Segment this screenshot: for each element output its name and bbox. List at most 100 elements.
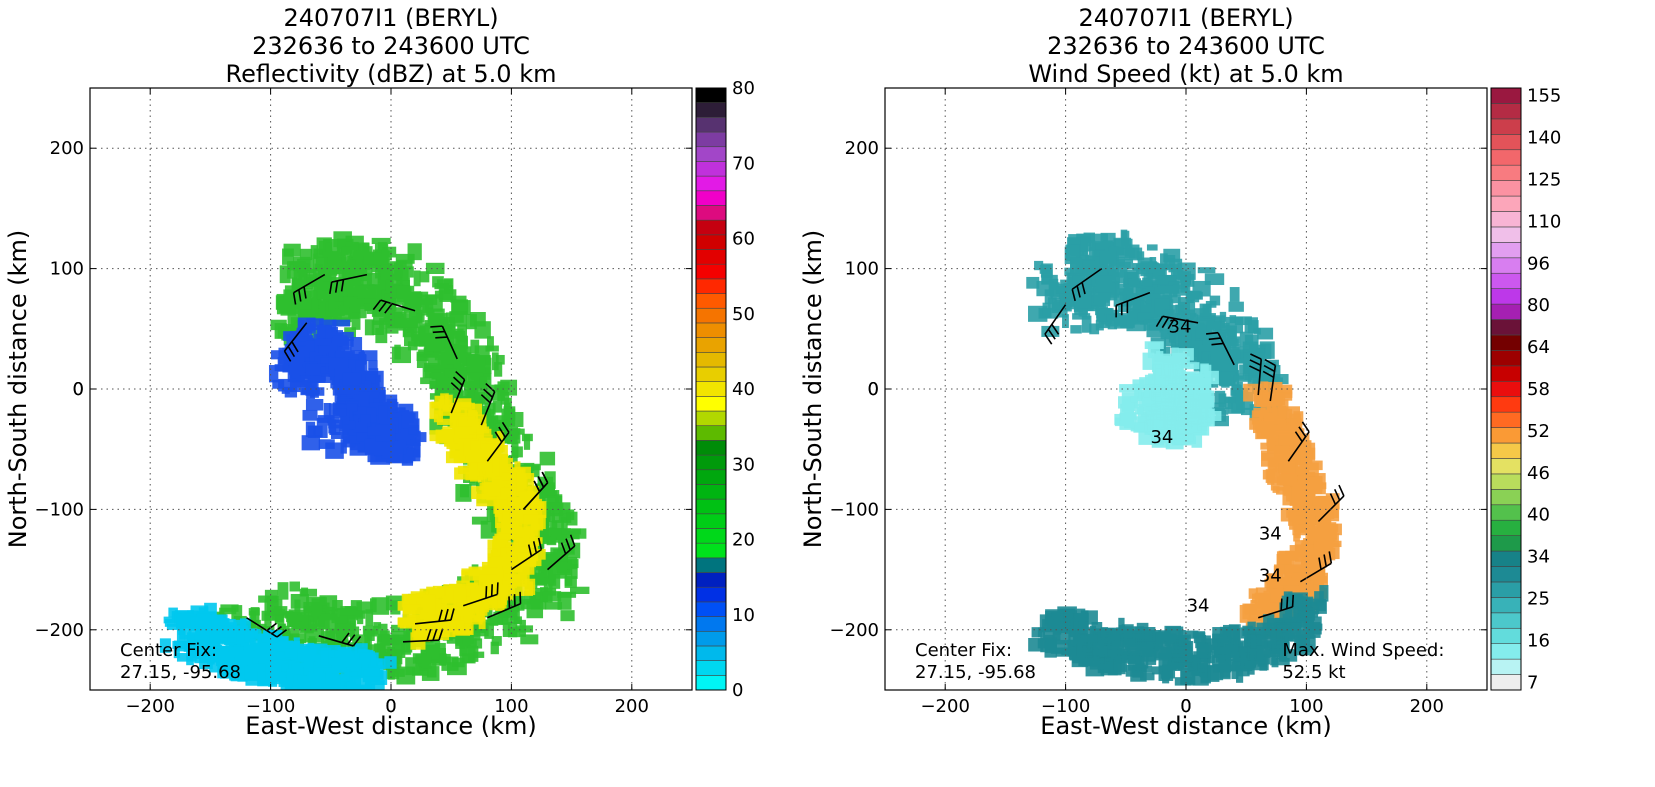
right-series-cell xyxy=(1219,311,1227,322)
left-barb-flag xyxy=(303,286,307,299)
right-series-cell xyxy=(1201,635,1211,644)
left-series-cell xyxy=(248,608,260,616)
left-series-cell xyxy=(458,346,466,363)
right-series-cell xyxy=(1142,352,1154,370)
left-series-cell xyxy=(364,438,375,454)
left-series-cell xyxy=(551,528,571,535)
left-series-cell xyxy=(340,606,357,616)
right-colorbar-cell xyxy=(1490,581,1522,598)
left-barb-flag xyxy=(287,345,296,358)
right-series-cell xyxy=(1157,275,1177,285)
left-series-cell xyxy=(453,599,471,607)
left-series-cell xyxy=(444,429,456,447)
right-barb-staff xyxy=(1044,304,1067,335)
left-series-cell xyxy=(375,327,388,344)
right-series-cell xyxy=(1175,646,1193,663)
right-series-cell xyxy=(1072,275,1083,285)
right-series-cell xyxy=(1083,627,1096,636)
right-series-cell xyxy=(1192,631,1206,638)
right-series-cell xyxy=(1163,309,1175,324)
left-colorbar-cell xyxy=(695,102,727,118)
right-series-cell xyxy=(1119,384,1139,393)
left-series-cell xyxy=(404,336,424,347)
right-colorbar-cell xyxy=(1490,103,1522,120)
right-barb-flag xyxy=(1338,484,1345,497)
left-series-cell xyxy=(514,523,523,538)
left-colorbar-cell xyxy=(695,586,727,603)
right-series-cell xyxy=(1213,402,1225,411)
right-series-cell xyxy=(1244,603,1265,615)
left-series-cell xyxy=(343,436,360,444)
left-series-cell xyxy=(541,553,557,566)
right-barb-flag xyxy=(1249,365,1261,372)
left-barb-flag xyxy=(334,280,339,293)
left-series-cell xyxy=(396,427,416,440)
left-series-cell xyxy=(500,487,517,498)
right-series-cell xyxy=(1100,657,1114,670)
right-series-cell xyxy=(1260,343,1272,360)
left-series-cell xyxy=(415,432,427,443)
left-series-cell xyxy=(261,610,277,621)
left-series-cell xyxy=(334,352,353,364)
right-plot-group: −200 −100 00 100 200−200−10000100200East-Wes… xyxy=(799,87,1488,740)
right-colorbar-tick-label: 46 xyxy=(1527,463,1550,484)
left-series-cell xyxy=(427,352,447,370)
left-series-cell xyxy=(332,319,351,327)
right-series-cell xyxy=(1220,634,1228,647)
left-series-cell xyxy=(442,317,456,329)
left-series-cell xyxy=(391,346,411,364)
left-colorbar: 0 10 20 30 40 50 60 70 80 xyxy=(695,78,755,701)
right-series-cell xyxy=(1291,486,1303,504)
left-colorbar-cell xyxy=(695,366,727,382)
left-series-cell xyxy=(178,627,186,635)
right-x-tick-label: 200 xyxy=(1410,696,1444,717)
left-colorbar-cell xyxy=(695,425,727,441)
left-series-cell xyxy=(419,271,430,283)
left-series-cell xyxy=(476,606,485,621)
left-colorbar-cell xyxy=(695,396,727,412)
left-series-cell xyxy=(442,364,454,371)
left-series-cell xyxy=(530,524,540,539)
right-series-cell xyxy=(1136,251,1145,261)
left-series-cell xyxy=(457,338,468,348)
right-colorbar-cell xyxy=(1490,535,1522,552)
right-series-cell xyxy=(1298,524,1309,533)
left-y-tick-label: 100 xyxy=(50,259,84,280)
left-series-cell xyxy=(278,625,290,641)
right-x-tick-label: −200 xyxy=(920,696,969,717)
left-series-cell xyxy=(501,472,517,481)
left-colorbar-cell xyxy=(695,131,727,148)
right-series-cell xyxy=(1089,663,1104,670)
right-barb-staff xyxy=(1257,606,1293,619)
left-barb-flag xyxy=(494,431,503,443)
left-series-cell xyxy=(360,350,378,362)
right-series-cell xyxy=(1263,590,1282,603)
right-series-cell xyxy=(1276,645,1288,660)
right-series-cell xyxy=(1268,374,1289,385)
right-series-cell xyxy=(1167,322,1174,335)
left-colorbar-cell xyxy=(695,161,727,177)
right-series-cell xyxy=(1080,236,1091,252)
right-series-cell xyxy=(1216,664,1233,672)
left-series-cell xyxy=(468,449,486,463)
right-max-wind-text: Max. Wind Speed: xyxy=(1282,640,1444,661)
left-series-cell xyxy=(277,357,292,372)
left-series-cell xyxy=(412,334,431,341)
right-series-cell xyxy=(1174,312,1186,329)
left-series-cell xyxy=(270,350,285,360)
left-colorbar-tick-label: 40 xyxy=(732,379,755,400)
right-series-cell xyxy=(1115,654,1127,672)
right-series-cell xyxy=(1228,624,1241,642)
left-series-cell xyxy=(325,670,339,685)
left-series-cell xyxy=(479,376,487,391)
left-series-cell xyxy=(467,410,477,423)
right-colorbar-tick-label: 96 xyxy=(1527,253,1550,274)
right-series-cell xyxy=(1121,392,1139,406)
left-series-cell xyxy=(297,335,314,342)
right-series-cell xyxy=(1321,508,1335,520)
left-series-cell xyxy=(364,319,375,336)
right-colorbar: 7 16 25 34 40 46 52 58 64 80 96 110 125 140 155 xyxy=(1490,86,1561,693)
left-series-cell xyxy=(323,650,333,663)
right-colorbar-cell xyxy=(1490,319,1522,336)
left-series-cell xyxy=(442,388,463,398)
